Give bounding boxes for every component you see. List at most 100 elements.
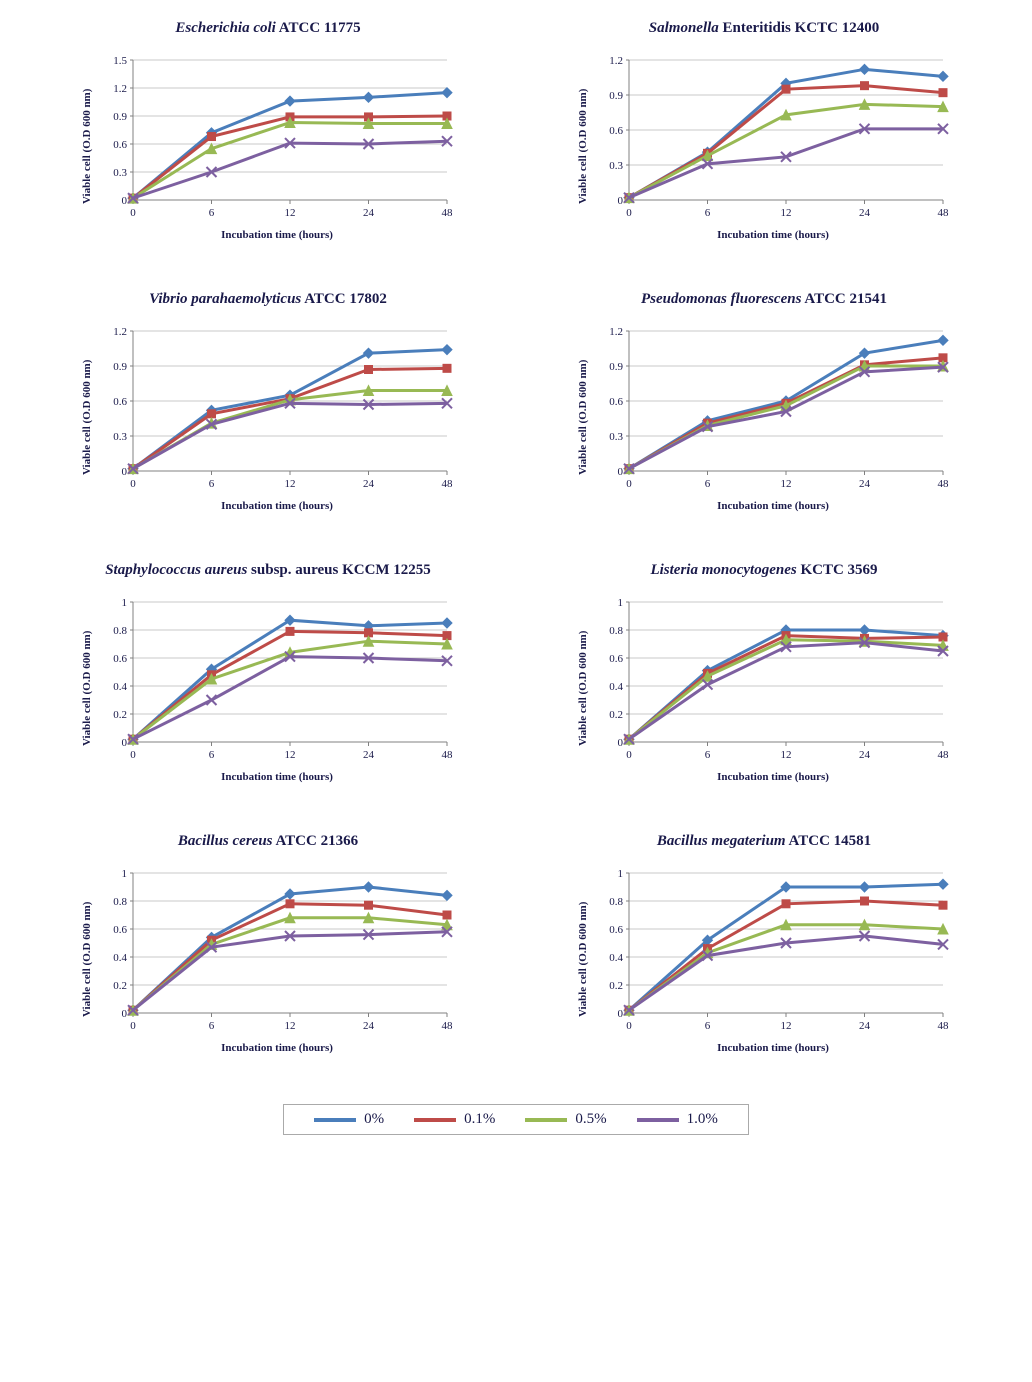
chart-title-plain: ATCC 14581 [786,833,872,849]
chart-area: Viable cell (O.D 600 nm) 0 0.3 0.6 0.9 1.2 1.5… [79,52,457,241]
svg-text:0.9: 0.9 [609,90,623,102]
chart-column: 00.20.40.60.8106122448Incubation time (h… [97,865,457,1054]
svg-text:0.3: 0.3 [609,160,623,172]
svg-text:0: 0 [618,737,624,749]
svg-text:0.4: 0.4 [609,952,623,964]
svg-text:24: 24 [859,749,871,761]
svg-text:6: 6 [705,207,711,219]
svg-text:48: 48 [938,1020,950,1032]
svg-text:0: 0 [626,749,632,761]
svg-text:24: 24 [859,1020,871,1032]
svg-text:0.6: 0.6 [609,125,623,137]
chart-column: 00.20.40.60.8106122448Incubation time (h… [97,594,457,783]
chart-title-italic: Vibrio parahaemolyticus [149,291,301,307]
chart-title-italic: Listeria monocytogenes [650,562,796,578]
svg-text:0: 0 [122,1008,128,1020]
y-axis-label: Viable cell (O.D 600 nm) [575,865,591,1054]
chart-title-plain: subsp. aureus KCCM 12255 [247,562,431,578]
y-axis-label: Viable cell (O.D 600 nm) [79,865,95,1054]
svg-text:1.2: 1.2 [609,55,623,67]
chart-title: Bacillus megaterium ATCC 14581 [657,833,871,853]
svg-text:12: 12 [285,749,296,761]
chart-panel: Vibrio parahaemolyticus ATCC 17802Viable… [40,291,496,512]
chart-column: 00.20.40.60.8106122448Incubation time (h… [593,594,953,783]
svg-text:1.5: 1.5 [113,55,127,67]
svg-text:1.2: 1.2 [609,326,623,338]
chart-title-italic: Escherichia coli [175,20,275,36]
chart-column: 00.20.40.60.8106122448Incubation time (h… [593,865,953,1054]
svg-text:0.2: 0.2 [609,980,623,992]
legend-swatch [525,1118,567,1122]
svg-text:0.6: 0.6 [609,396,623,408]
chart-title-plain: ATCC 11775 [276,20,361,36]
svg-text:0: 0 [122,195,128,207]
svg-text:12: 12 [781,207,792,219]
chart-title: Escherichia coli ATCC 11775 [175,20,360,40]
svg-text:0: 0 [618,195,624,207]
chart-title-italic: Pseudomonas fluorescens [641,291,801,307]
chart-area: Viable cell (O.D 600 nm)00.30.60.91.2061… [575,52,953,241]
svg-text:1.2: 1.2 [113,326,127,338]
chart-title-plain: Enteritidis KCTC 12400 [719,20,879,36]
chart-title: Listeria monocytogenes KCTC 3569 [650,562,877,582]
chart-column: 00.30.60.91.206122448Incubation time (ho… [593,52,953,241]
legend-item: 0.5% [525,1111,606,1128]
svg-text:48: 48 [938,207,950,219]
legend-swatch [314,1118,356,1122]
svg-text:0.3: 0.3 [113,167,127,179]
chart-panel: Staphylococcus aureus subsp. aureus KCCM… [40,562,496,783]
svg-text:12: 12 [781,1020,792,1032]
chart-title: Vibrio parahaemolyticus ATCC 17802 [149,291,387,311]
svg-text:48: 48 [938,749,950,761]
chart-title-italic: Staphylococcus aureus [105,562,247,578]
svg-text:48: 48 [442,207,454,219]
legend-item: 0.1% [414,1111,495,1128]
svg-text:0: 0 [618,1008,624,1020]
svg-text:0.6: 0.6 [113,924,127,936]
svg-text:1: 1 [618,597,624,609]
svg-text:0: 0 [130,1020,136,1032]
legend-label: 0% [364,1111,384,1128]
svg-text:6: 6 [209,207,215,219]
svg-text:12: 12 [781,749,792,761]
chart-title-plain: ATCC 17802 [301,291,387,307]
chart-area: Viable cell (O.D 600 nm)00.20.40.60.8106… [575,865,953,1054]
y-axis-label: Viable cell (O.D 600 nm) [79,52,95,241]
svg-text:6: 6 [209,749,215,761]
svg-text:1.2: 1.2 [113,83,127,95]
x-axis-label: Incubation time (hours) [593,771,953,783]
svg-text:24: 24 [363,1020,375,1032]
svg-text:24: 24 [363,207,375,219]
svg-text:0.9: 0.9 [113,111,127,123]
chart-svg: 00.30.60.91.206122448 [97,323,457,493]
legend-label: 1.0% [687,1111,718,1128]
chart-area: Viable cell (O.D 600 nm)00.30.60.91.2061… [575,323,953,512]
chart-svg: 00.30.60.91.206122448 [593,52,953,222]
svg-text:0.8: 0.8 [609,625,623,637]
legend-label: 0.1% [464,1111,495,1128]
x-axis-label: Incubation time (hours) [97,500,457,512]
svg-text:0.8: 0.8 [113,625,127,637]
svg-text:0.2: 0.2 [609,709,623,721]
svg-text:24: 24 [859,478,871,490]
legend-swatch [637,1118,679,1122]
chart-title: Staphylococcus aureus subsp. aureus KCCM… [105,562,431,582]
chart-svg: 00.20.40.60.8106122448 [97,594,457,764]
svg-text:24: 24 [363,478,375,490]
svg-text:0.9: 0.9 [113,361,127,373]
svg-text:12: 12 [285,478,296,490]
svg-text:0.4: 0.4 [609,681,623,693]
svg-text:1: 1 [122,868,128,880]
legend: 0% 0.1% 0.5% 1.0% [10,1104,1022,1135]
x-axis-label: Incubation time (hours) [593,1042,953,1054]
y-axis-label: Viable cell (O.D 600 nm) [575,52,591,241]
svg-text:0: 0 [626,478,632,490]
svg-text:0.6: 0.6 [113,396,127,408]
legend-swatch [414,1118,456,1122]
legend-item: 1.0% [637,1111,718,1128]
svg-text:0.6: 0.6 [609,924,623,936]
svg-text:0.6: 0.6 [113,139,127,151]
chart-title-plain: ATCC 21366 [273,833,359,849]
svg-text:0: 0 [626,1020,632,1032]
svg-text:6: 6 [209,478,215,490]
